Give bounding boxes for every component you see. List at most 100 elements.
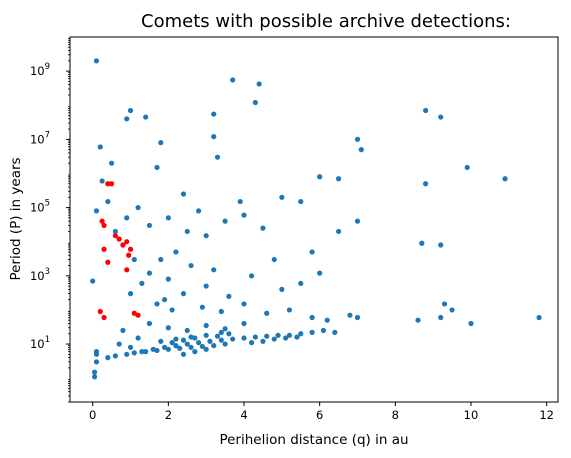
data-point	[275, 332, 281, 338]
data-point	[120, 242, 126, 248]
data-point	[105, 259, 111, 265]
data-point	[124, 239, 130, 245]
data-point	[143, 114, 149, 120]
data-point	[199, 343, 206, 350]
data-point	[109, 181, 115, 187]
data-point	[230, 77, 236, 83]
data-point	[169, 307, 175, 313]
data-point	[173, 342, 179, 349]
data-point	[173, 336, 179, 342]
data-point	[237, 198, 243, 205]
data-point	[101, 314, 107, 321]
data-point	[127, 246, 134, 252]
data-point	[298, 331, 304, 337]
data-point	[199, 304, 206, 310]
data-point	[192, 349, 198, 355]
data-point	[126, 252, 132, 258]
data-point	[127, 291, 134, 297]
data-point	[211, 134, 217, 140]
data-point	[109, 160, 115, 166]
data-point	[241, 320, 247, 327]
data-point	[214, 154, 221, 160]
data-point	[226, 331, 232, 337]
data-point	[143, 349, 149, 355]
data-point	[203, 332, 209, 338]
data-point	[248, 273, 255, 279]
data-point	[161, 297, 168, 303]
data-point	[93, 349, 100, 355]
x-tick-label: 12	[539, 408, 554, 422]
data-point	[309, 249, 315, 255]
data-point	[298, 280, 304, 286]
data-point	[184, 327, 190, 334]
data-point	[173, 249, 179, 255]
data-point	[188, 262, 194, 269]
data-point	[335, 176, 342, 182]
data-point	[218, 308, 224, 315]
data-point	[146, 270, 153, 276]
y-axis-label: Period (P) in years	[8, 157, 24, 280]
data-point	[203, 233, 209, 239]
data-point	[317, 270, 323, 276]
data-point	[124, 215, 130, 221]
data-point	[317, 174, 323, 180]
data-point	[101, 222, 107, 229]
data-point	[320, 327, 327, 334]
data-point	[203, 346, 209, 352]
data-point	[154, 301, 160, 307]
data-point	[154, 347, 160, 354]
data-point	[105, 181, 111, 187]
data-point	[354, 218, 361, 224]
data-point	[188, 334, 194, 340]
data-point	[146, 222, 153, 229]
data-point	[449, 307, 455, 313]
x-tick-label: 0	[89, 408, 96, 422]
data-point	[124, 116, 130, 122]
data-point	[139, 349, 145, 355]
data-point	[131, 256, 137, 263]
data-point	[283, 335, 289, 341]
data-point	[180, 291, 187, 297]
data-point	[241, 335, 247, 341]
data-point	[241, 212, 247, 218]
data-point	[124, 267, 130, 273]
data-point	[196, 340, 202, 346]
data-point	[127, 107, 134, 114]
data-point	[211, 111, 217, 117]
data-point	[116, 236, 122, 242]
data-point	[135, 312, 141, 318]
data-point	[286, 307, 293, 313]
data-point	[158, 338, 164, 344]
data-point	[97, 308, 103, 315]
data-point	[116, 341, 122, 347]
data-point	[158, 140, 164, 146]
y-tick-label: 103	[30, 267, 50, 283]
data-point	[165, 325, 171, 331]
data-point	[135, 335, 141, 341]
y-tick-label: 107	[30, 130, 50, 146]
data-point	[218, 329, 224, 335]
data-point	[99, 218, 105, 224]
data-point	[188, 344, 194, 350]
data-point	[180, 351, 187, 357]
y-tick-exponent: 3	[45, 267, 50, 277]
data-point	[419, 240, 425, 246]
data-point	[464, 164, 470, 171]
data-point	[99, 178, 105, 184]
data-point	[354, 136, 361, 142]
data-point	[139, 280, 145, 286]
data-point	[112, 353, 118, 359]
x-tick-label: 4	[240, 408, 247, 422]
data-point	[335, 228, 342, 235]
x-tick-label: 6	[316, 408, 323, 422]
data-point	[91, 369, 98, 375]
data-point	[502, 176, 508, 182]
data-point	[101, 246, 107, 252]
data-point	[248, 340, 255, 346]
data-point	[165, 346, 171, 352]
y-tick-exponent: 1	[45, 335, 50, 345]
data-point	[154, 164, 160, 171]
data-point	[536, 314, 542, 321]
chart-title: Comets with possible archive detections:	[141, 11, 511, 32]
